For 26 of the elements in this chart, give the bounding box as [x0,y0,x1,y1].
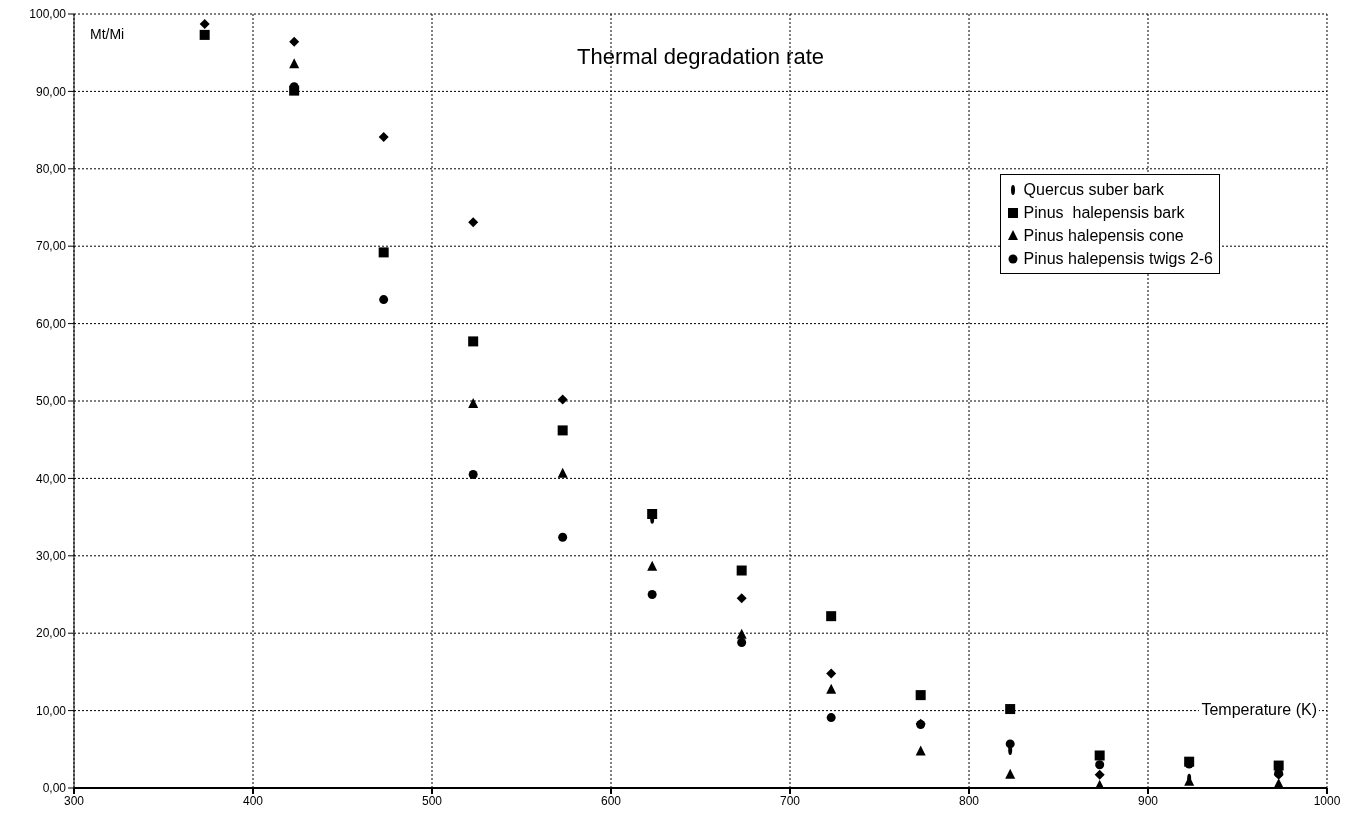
y-tick-label: 70,00 [35,239,67,254]
x-tick-label: 300 [63,793,85,808]
legend-label: Quercus suber bark [1023,180,1165,200]
legend-label: Pinus halepensis cone [1023,226,1184,246]
y-tick-label: 10,00 [35,703,67,718]
legend-label: Pinus halepensis bark [1023,203,1185,223]
x-axis-title: Temperature (K) [1199,700,1319,719]
y-tick-label: 0,00 [42,781,67,796]
y-tick-label: 20,00 [35,626,67,641]
y-tick-label: 60,00 [35,316,67,331]
legend-label: Pinus halepensis twigs 2-6 [1023,249,1213,269]
y-axis-title: Mt/Mi [90,26,125,42]
y-tick-label: 50,00 [35,394,67,409]
y-tick-label: 40,00 [35,471,67,486]
text: Thermal degradation rate [576,44,825,70]
x-tick-label: 900 [1137,793,1159,808]
x-tick-label: 500 [421,793,443,808]
x-tick-label: 400 [242,793,264,808]
y-tick-label: 80,00 [35,162,67,177]
x-tick-label: 600 [600,793,622,808]
y-tick-label: 90,00 [35,84,67,99]
x-tick-label: 700 [779,793,801,808]
y-tick-label: 100,00 [29,7,67,22]
x-tick-label: 800 [958,793,980,808]
x-tick-label: 1000 [1313,793,1341,808]
y-tick-label: 30,00 [35,549,67,564]
